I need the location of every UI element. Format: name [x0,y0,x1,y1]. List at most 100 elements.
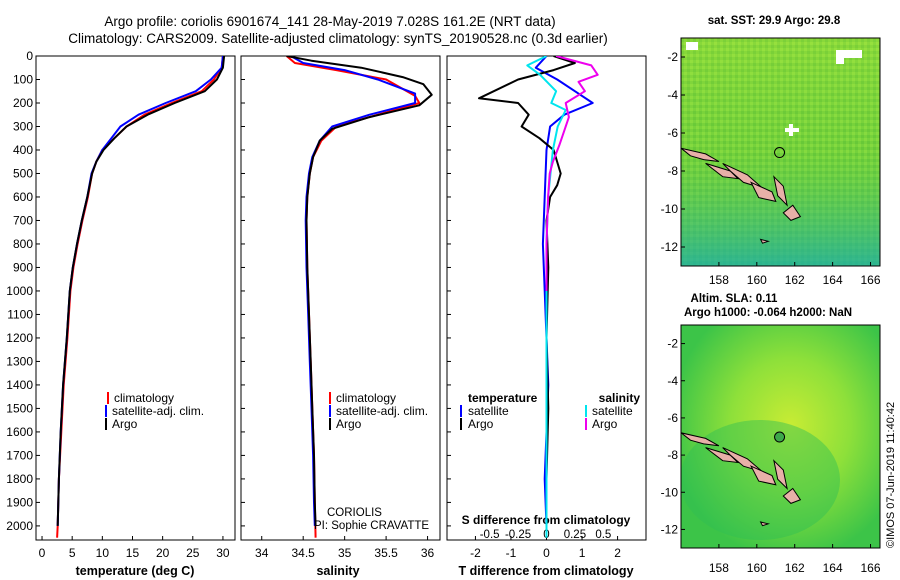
island [759,521,771,527]
x-tick-label: 20 [156,546,170,560]
map-y-tick-label: -6 [667,126,678,140]
legend-satellite-label: satellite-adj. clim. [112,404,204,418]
depth-tick-label: 1800 [6,472,33,486]
depth-tick-label: 800 [13,237,33,251]
sla-map-title-1: Altim. SLA: 0.11 [691,293,779,305]
x-tick-label: 1 [579,546,586,560]
map-x-tick-label: 158 [709,273,729,287]
map-y-tick-label: -12 [661,522,679,536]
x-tick-label: 0 [39,546,46,560]
depth-tick-label: 1300 [6,354,33,368]
sst-cloud-mask-2 [836,50,862,58]
island [773,175,788,207]
diff-legend-s-argo-label: Argo [592,417,618,431]
sla-map-frame [680,324,881,549]
x-tick-label: 15 [126,546,140,560]
island [750,181,777,203]
x-tick-label: 10 [96,546,110,560]
depth-tick-label: 200 [13,96,33,110]
depth-tick-label: 500 [13,166,33,180]
map-x-tick-label: 164 [823,561,843,575]
title-line-1: Argo profile: coriolis 6901674_141 28-Ma… [104,14,555,29]
legend-argo-label: Argo [112,417,138,431]
map-x-tick-label: 158 [709,561,729,575]
temperature-series [56,56,226,538]
legend-temperature-title: temperature [468,391,538,405]
map-x-tick-label: 162 [785,561,805,575]
sst-map-field [681,38,880,266]
x-tick-label: 34 [255,546,269,560]
s-difference-axis: -0.5 -0.25 0 0.25 0.5 [480,529,612,541]
map-y-tick-label: -6 [667,411,678,425]
series-satellite-adj-clim- [56,56,224,526]
map-x-tick-label: 166 [861,561,881,575]
island [705,447,740,464]
difference-legend: temperature satellite Argo salinity sate… [460,391,641,431]
x-tick-label: 25 [186,546,200,560]
island [759,238,770,244]
map-y-tick-label: -2 [667,50,678,64]
temperature-legend: climatology satellite-adj. clim. Argo [105,391,204,431]
x-tick-label: 35 [338,546,352,560]
sst-map-frame [680,37,881,267]
sst-cloud-mask-3 [836,56,844,64]
island [705,162,740,180]
salinity-x-axis: 34 34.5 35 35.5 36 [255,536,435,560]
series-s-satellite [526,56,567,538]
depth-tick-label: 2000 [6,519,33,533]
depth-tick-label: 1700 [6,448,33,462]
map-y-tick-label: -8 [667,164,678,178]
sla-y-axis: -2 -4 -6 -8 -10 -12 [661,337,685,536]
map-x-tick-label: 162 [785,273,805,287]
map-y-tick-label: -10 [661,202,679,216]
series-t-argo [478,56,576,526]
difference-xlabel: T difference from climatology [458,564,633,578]
island [782,204,802,221]
title-line-2: Climatology: CARS2009. Satellite-adjuste… [68,31,608,46]
map-y-tick-label: -2 [667,337,678,351]
depth-tick-label: 1000 [6,284,33,298]
diff-legend-t-argo-label: Argo [468,417,494,431]
series-climatology [285,56,421,538]
depth-tick-label: 1400 [6,378,33,392]
map-x-tick-label: 164 [823,273,843,287]
temperature-x-axis: 0 5 10 15 20 25 30 [39,536,230,560]
salinity-panel-frame [240,55,441,541]
x-tick-label: 34.5 [292,546,316,560]
map-y-tick-label: -4 [667,88,678,102]
sst-cloud-mask-5 [785,128,799,132]
depth-tick-label: 0 [26,49,33,63]
depth-tick-label: 1500 [6,401,33,415]
x-tick-label: 30 [216,546,230,560]
series-argo [286,56,433,526]
annotation-coriolis: CORIOLIS [327,507,382,519]
depth-tick-label: 300 [13,119,33,133]
x-tick-label: 5 [69,546,76,560]
island [773,459,788,491]
depth-tick-label: 700 [13,213,33,227]
sla-x-axis: 158 160 162 164 166 [709,544,881,575]
map-y-tick-label: -8 [667,448,678,462]
x-tick-label: 2 [614,546,621,560]
sst-x-axis: 158 160 162 164 166 [709,262,881,287]
sst-y-axis: -2 -4 -6 -8 -10 -12 [661,50,685,254]
difference-series [478,56,599,538]
sla-map-field [681,325,880,548]
x-tick-label: 0 [543,546,550,560]
sst-argo-marker [774,147,786,159]
x-tick-label: 36 [421,546,435,560]
diff-legend-t-satellite-label: satellite [468,404,509,418]
x-tick-label: 35.5 [374,546,398,560]
legend-salinity-title: salinity [599,391,641,405]
sst-field-gradient [681,38,880,266]
sla-map-title-2: Argo h1000: -0.064 h2000: NaN [684,307,852,319]
temperature-panel-frame [35,55,236,541]
depth-tick-label: 600 [13,190,33,204]
sst-islands [681,147,802,244]
map-x-tick-label: 160 [747,561,767,575]
annotation-pi: PI: Sophie CRAVATTE [314,520,429,532]
depth-axis: 0 100 200 300 400 500 600 700 800 900 1000 1100 1200… [6,49,451,533]
salinity-xlabel: salinity [316,564,359,578]
island [681,147,720,162]
